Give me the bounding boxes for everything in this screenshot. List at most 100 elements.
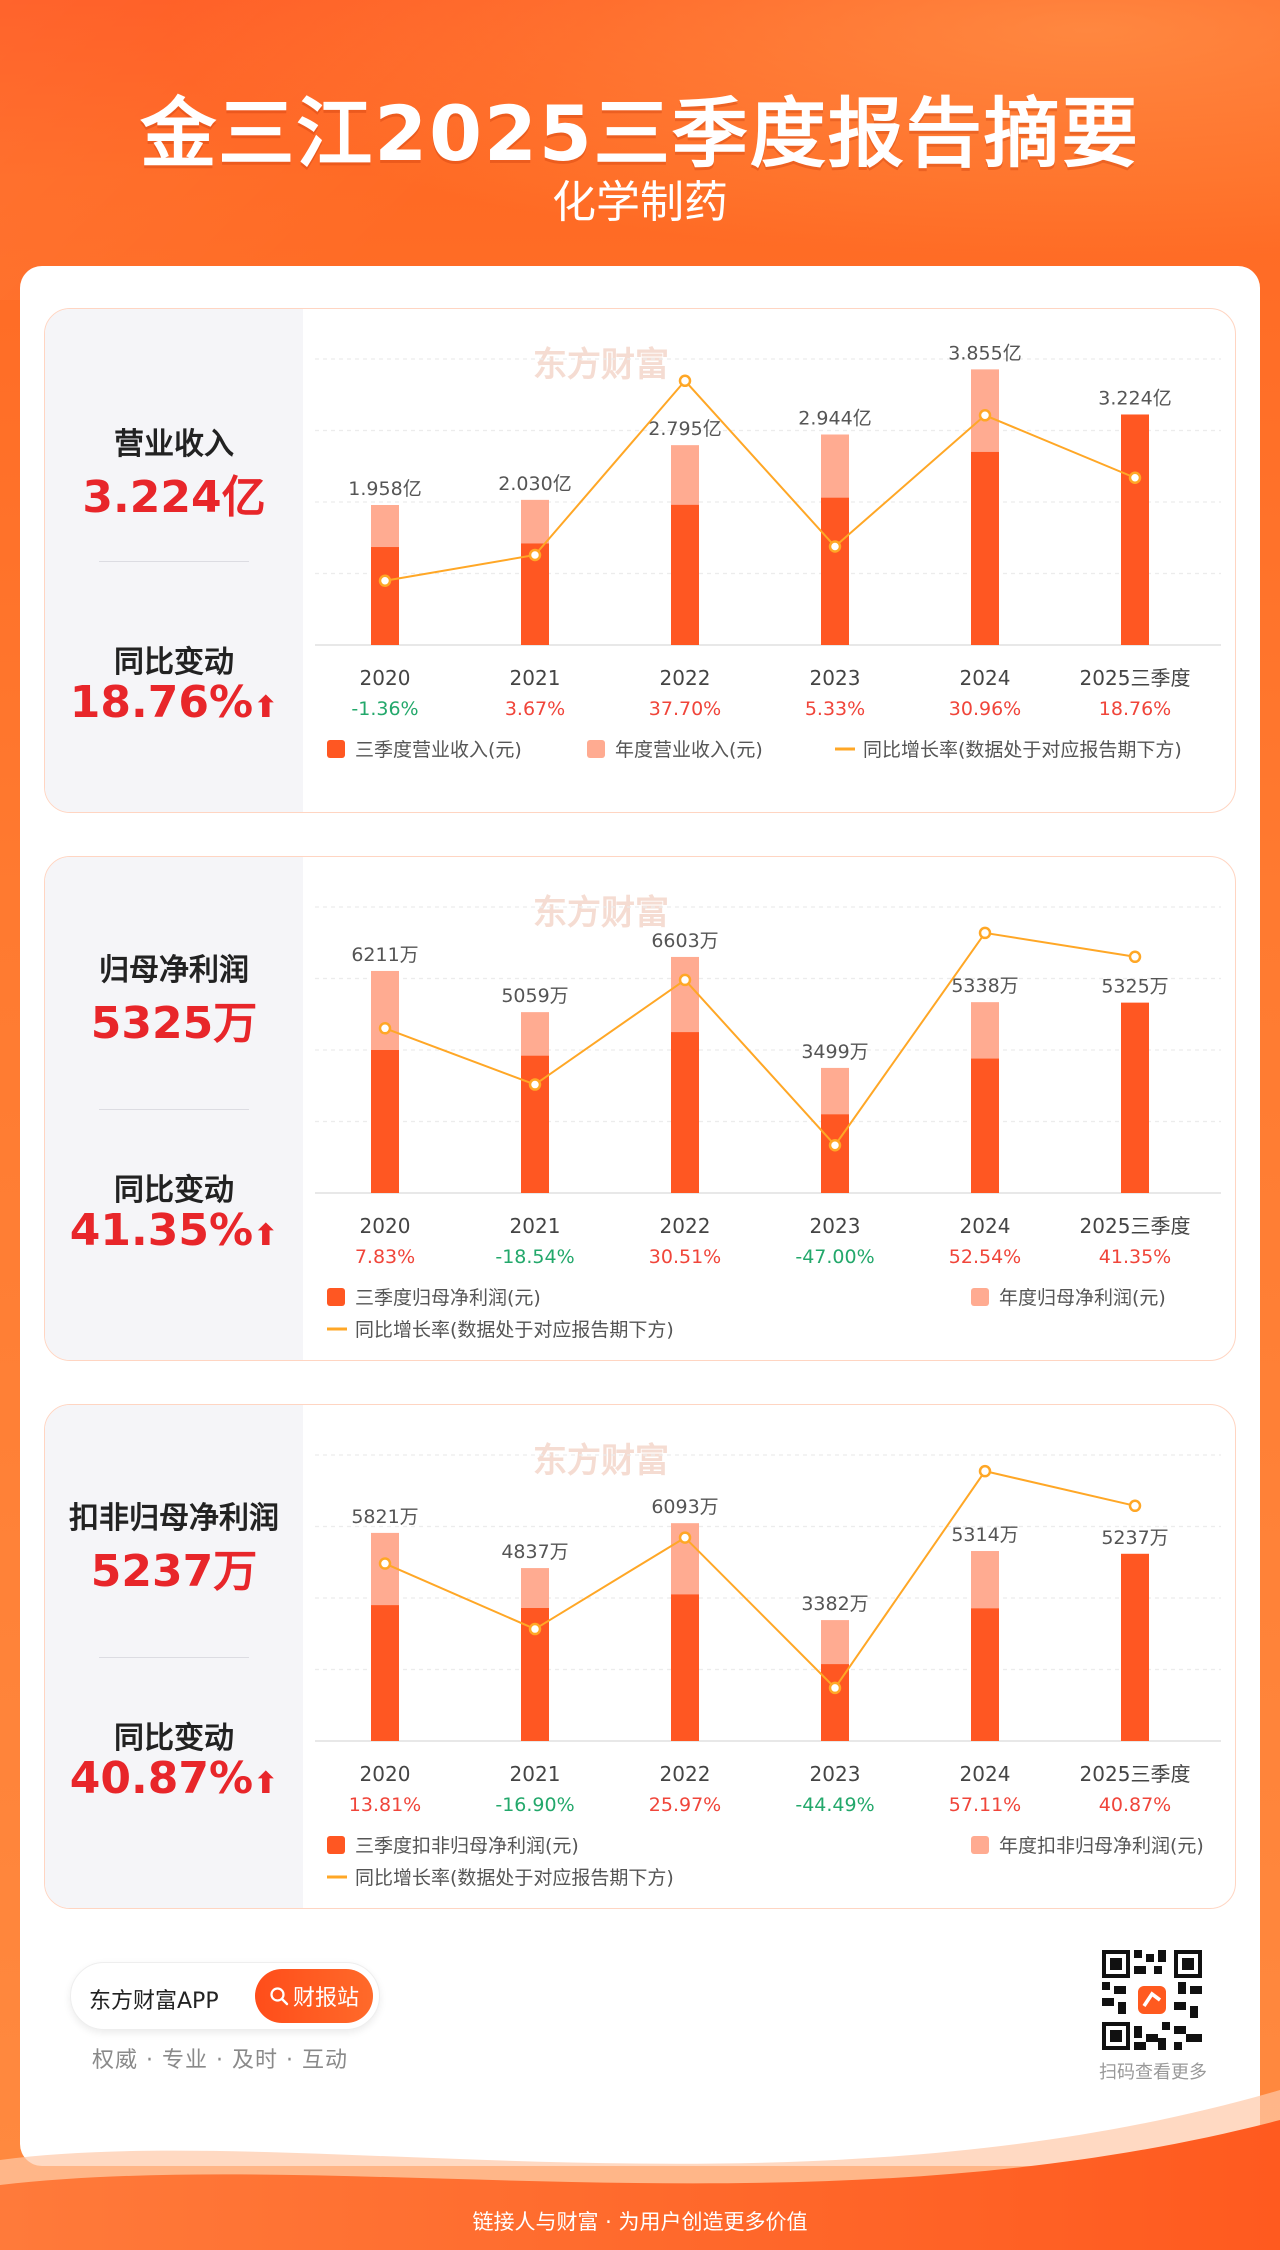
metric-sidebar: 营业收入 3.224亿 同比变动 18.76%⬆ (45, 309, 303, 812)
bar-value-label: 6603万 (651, 930, 718, 952)
legend-label: 三季度扣非归母净利润(元) (355, 1835, 579, 1857)
growth-point (378, 1557, 392, 1570)
legend-swatch (971, 1836, 989, 1854)
arrow-up-icon: ⬆ (253, 1218, 279, 1253)
change-label: 同比变动 (114, 1721, 234, 1756)
growth-point (528, 548, 542, 562)
legend-swatch (327, 740, 345, 758)
bar-value-label: 2.944亿 (798, 408, 871, 430)
bar-value-label: 4837万 (501, 1541, 568, 1563)
bar-value-label: 1.958亿 (348, 478, 421, 500)
change-value-row: 40.87%⬆ (45, 1753, 303, 1804)
metric-value: 5325万 (90, 998, 258, 1049)
growth-label: -16.90% (495, 1794, 574, 1816)
growth-point (1128, 471, 1142, 484)
quarter-bar (671, 1594, 699, 1741)
growth-point (678, 374, 692, 388)
legend-label: 同比增长率(数据处于对应报告期下方) (355, 1319, 674, 1341)
deducted-net-profit-panel: 扣非归母净利润 5237万 同比变动 40.87%⬆ 东方财富 5821万 2020… (44, 1404, 1236, 1909)
quarter-bar (371, 547, 399, 645)
growth-label: -44.49% (795, 1794, 874, 1816)
bar-value-label: 2.795亿 (648, 418, 721, 440)
app-search-pill[interactable]: 东方财富APP 财报站 (70, 1962, 380, 2030)
change-label: 同比变动 (114, 645, 234, 680)
legend-label: 三季度归母净利润(元) (355, 1287, 541, 1309)
legend-swatch (587, 740, 605, 758)
financial-report-label: 财报站 (292, 1986, 359, 2011)
growth-point (1128, 1499, 1142, 1513)
category-label: 2022 (660, 666, 711, 690)
bar-value-label: 3.224亿 (1098, 387, 1171, 409)
bar-value-label: 5059万 (501, 985, 568, 1007)
search-icon (270, 1987, 289, 2006)
category-label: 2023 (810, 1214, 861, 1238)
category-label: 2025三季度 (1080, 1762, 1191, 1786)
chart: 东方财富 5821万 2020 13.81% 4837万 2021 -16.90% 6093万… (315, 1441, 1221, 1889)
financial-report-button[interactable]: 财报站 (255, 1969, 373, 2023)
report-card: 营业收入 3.224亿 同比变动 18.76%⬆ 东方财富 1.958亿 2020-… (20, 266, 1260, 2166)
watermark-text: 东方财富 (533, 345, 669, 385)
category-label: 2025三季度 (1080, 1214, 1191, 1238)
quarter-bar (971, 1058, 999, 1193)
category-label: 2020 (360, 1762, 411, 1786)
growth-line (384, 379, 1136, 582)
category-label: 2022 (660, 1214, 711, 1238)
legend-swatch (971, 1288, 989, 1306)
change-value: 18.76% (69, 677, 254, 728)
growth-point (678, 973, 692, 987)
bar-value-label: 5314万 (951, 1524, 1018, 1546)
change-value: 41.35% (69, 1205, 254, 1256)
quarter-bar (821, 1114, 849, 1193)
category-label: 2022 (660, 1762, 711, 1786)
bar-value-label: 3.855亿 (948, 342, 1021, 364)
qr-code-icon[interactable] (1102, 1950, 1202, 2050)
legend-label: 三季度营业收入(元) (355, 739, 522, 761)
growth-label: 30.96% (949, 698, 1021, 720)
quarter-bar (821, 1664, 849, 1741)
growth-label: 57.11% (949, 1794, 1021, 1816)
change-label: 同比变动 (114, 1173, 234, 1208)
category-label: 2021 (510, 1214, 561, 1238)
net-profit-panel: 归母净利润 5325万 同比变动 41.35%⬆ 东方财富 6211万 2020 7.… (44, 856, 1236, 1361)
growth-label: 7.83% (355, 1246, 415, 1268)
category-label: 2024 (960, 666, 1011, 690)
watermark-text: 东方财富 (533, 893, 669, 933)
growth-point (528, 1622, 542, 1636)
category-label: 2024 (960, 1214, 1011, 1238)
legend-swatch (327, 1288, 345, 1306)
quarter-bar (371, 1050, 399, 1193)
growth-point (678, 1531, 692, 1544)
legend-label: 同比增长率(数据处于对应报告期下方) (355, 1867, 674, 1889)
qr-caption: 扫码查看更多 (1099, 2062, 1207, 2083)
metric-sidebar: 扣非归母净利润 5237万 同比变动 40.87%⬆ (45, 1405, 303, 1908)
quarter-bar (671, 1032, 699, 1193)
growth-line (384, 931, 1136, 1147)
quarter-bar (671, 504, 699, 645)
revenue-panel: 营业收入 3.224亿 同比变动 18.76%⬆ 东方财富 1.958亿 2020-… (44, 308, 1236, 813)
app-name: 东方财富APP (89, 1989, 219, 2014)
app-tags: 权威 · 专业 · 及时 · 互动 (92, 2048, 348, 2073)
metric-label: 扣非归母净利润 (69, 1501, 279, 1536)
growth-label: 3.67% (505, 698, 565, 720)
category-label: 2023 (810, 666, 861, 690)
legend-swatch (327, 1836, 345, 1854)
growth-point (528, 1078, 542, 1091)
growth-label: 25.97% (649, 1794, 721, 1816)
bar-value-label: 2.030亿 (498, 473, 571, 495)
bar-value-label: 6093万 (651, 1496, 718, 1518)
category-label: 2024 (960, 1762, 1011, 1786)
growth-label: 52.54% (949, 1246, 1021, 1268)
bar-value-label: 5338万 (951, 975, 1018, 997)
growth-label: -1.36% (351, 698, 418, 720)
change-value-row: 18.76%⬆ (45, 677, 303, 728)
arrow-up-icon: ⬆ (253, 690, 279, 725)
growth-label: 13.81% (349, 1794, 421, 1816)
growth-label: 40.87% (1099, 1794, 1171, 1816)
category-label: 2023 (810, 1762, 861, 1786)
watermark-text: 东方财富 (533, 1441, 669, 1481)
metric-label: 营业收入 (114, 427, 234, 462)
growth-label: 37.70% (649, 698, 721, 720)
bar-value-label: 6211万 (351, 944, 418, 966)
growth-label: -18.54% (495, 1246, 574, 1268)
metric-sidebar: 归母净利润 5325万 同比变动 41.35%⬆ (45, 857, 303, 1360)
